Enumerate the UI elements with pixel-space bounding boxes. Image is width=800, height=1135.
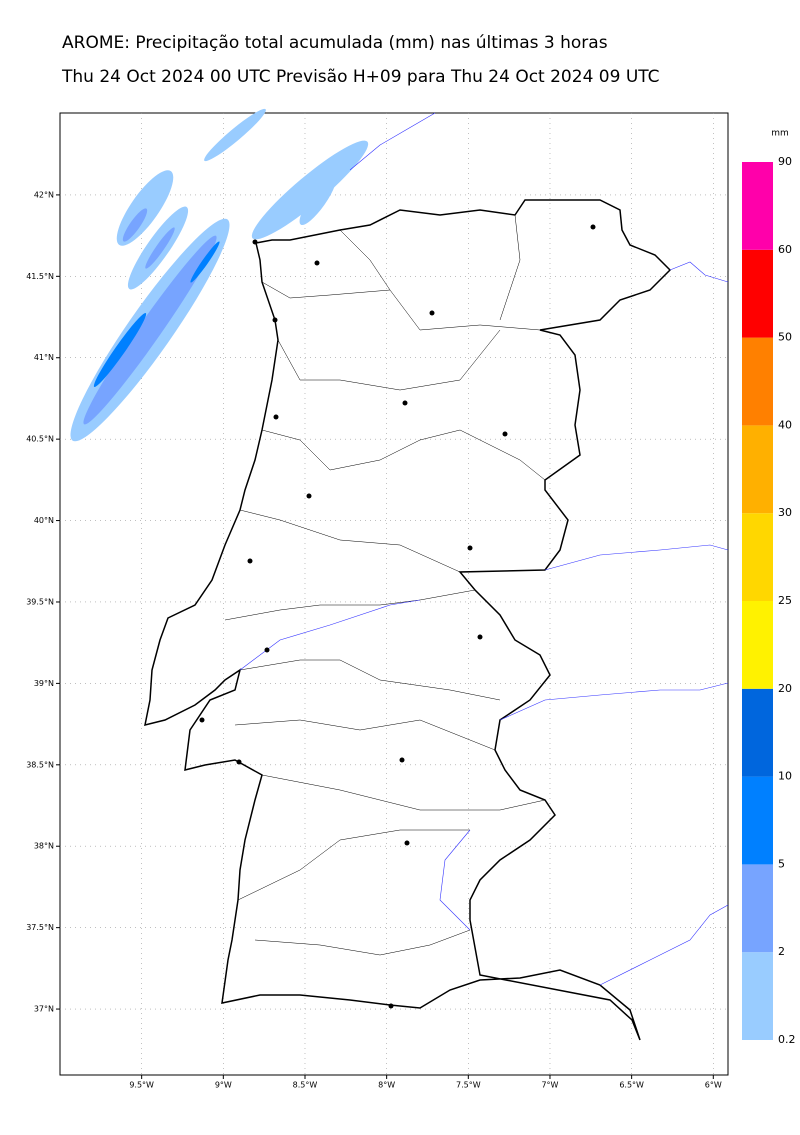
x-tick-label: 6°W	[705, 1081, 722, 1090]
colorbar-segment	[742, 776, 773, 865]
colorbar-label: 0.2	[778, 1033, 796, 1046]
x-tick-label: 9.5°W	[129, 1081, 154, 1090]
y-tick-label: 39.5°N	[26, 597, 54, 606]
x-tick-label: 7.5°W	[456, 1081, 481, 1090]
colorbar-segment	[742, 425, 773, 514]
x-tick-label: 8.5°W	[293, 1081, 318, 1090]
colorbar-label: 60	[778, 243, 792, 256]
x-tick-label: 9°W	[215, 1081, 232, 1090]
colorbar-segment	[742, 601, 773, 689]
y-tick-label: 37°N	[34, 1005, 54, 1014]
colorbar-segment	[742, 162, 773, 250]
y-tick-label: 42°N	[34, 190, 54, 199]
colorbar-label: 50	[778, 331, 792, 344]
title: AROME: Precipitação total acumulada (mm)…	[62, 33, 608, 53]
colorbar-label: 10	[778, 770, 792, 783]
subtitle: Thu 24 Oct 2024 00 UTC Previsão H+09 par…	[61, 67, 660, 87]
y-tick-label: 38.5°N	[26, 760, 54, 769]
colorbar-label: 25	[778, 594, 792, 607]
x-tick-label: 7°W	[541, 1081, 558, 1090]
cities	[199, 224, 596, 1009]
colorbar-label: 30	[778, 506, 792, 519]
x-tick-label: 8°W	[378, 1081, 395, 1090]
colorbar-label: 90	[778, 155, 792, 168]
x-tick-label: 6.5°W	[619, 1081, 644, 1090]
y-tick-label: 41.5°N	[26, 272, 54, 281]
y-tick-label: 41°N	[34, 353, 54, 362]
y-tick-label: 38°N	[34, 842, 54, 851]
colorbar-label: 40	[778, 418, 792, 431]
colorbar-segment	[742, 864, 773, 953]
colorbar-label: 20	[778, 682, 792, 695]
colorbar-segment	[742, 249, 773, 338]
colorbar-label: 2	[778, 945, 785, 958]
borders	[144, 199, 672, 1041]
colorbar-segment	[742, 688, 773, 777]
precipitation	[70, 108, 369, 442]
colorbar-unit: mm	[771, 129, 789, 139]
y-tick-label: 37.5°N	[26, 923, 54, 932]
y-tick-label: 39°N	[34, 679, 54, 688]
colorbar-segment	[742, 952, 773, 1040]
y-tick-label: 40.5°N	[26, 435, 54, 444]
colorbar-segment	[742, 513, 773, 601]
colorbar-segment	[742, 337, 773, 426]
y-tick-label: 40°N	[34, 516, 54, 525]
colorbar-label: 5	[778, 857, 785, 870]
